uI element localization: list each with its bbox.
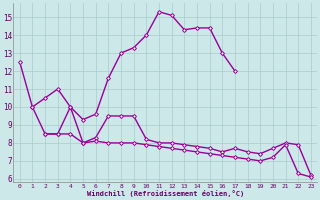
X-axis label: Windchill (Refroidissement éolien,°C): Windchill (Refroidissement éolien,°C) — [87, 190, 244, 197]
